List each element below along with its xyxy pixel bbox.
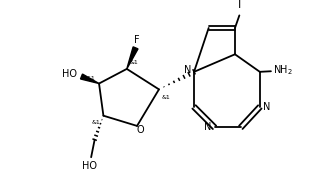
Text: &1: &1: [87, 76, 95, 81]
Text: I: I: [238, 0, 241, 11]
Text: F: F: [134, 35, 140, 45]
Text: &1: &1: [162, 95, 171, 100]
Polygon shape: [81, 74, 99, 83]
Polygon shape: [127, 47, 138, 69]
Text: HO: HO: [82, 161, 97, 171]
Text: NH$_2$: NH$_2$: [273, 64, 293, 77]
Text: N: N: [263, 102, 270, 112]
Text: O: O: [137, 125, 144, 135]
Text: &1: &1: [129, 60, 138, 65]
Text: &1: &1: [92, 120, 100, 125]
Text: N: N: [204, 122, 212, 132]
Text: HO: HO: [62, 69, 77, 79]
Text: N: N: [184, 65, 191, 75]
